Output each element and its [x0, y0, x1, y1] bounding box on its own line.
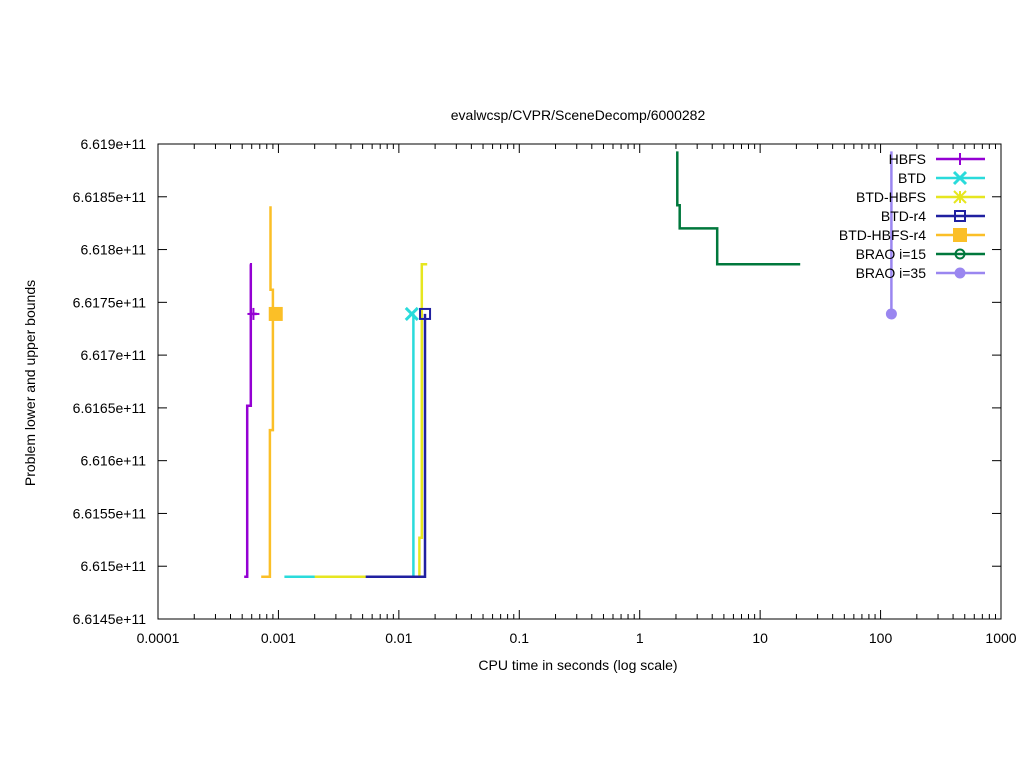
series-marker — [885, 308, 897, 320]
series-marker — [268, 306, 283, 321]
series-layer — [244, 151, 897, 579]
series-marker — [247, 307, 260, 320]
legend-marker — [954, 153, 966, 165]
x-axis: 0.0001 0.001 0.01 0.1 1 10 100 1000 — [137, 144, 1017, 646]
legend-label: BRAO i=15 — [856, 246, 927, 262]
series-line — [244, 263, 253, 579]
x-tick-label: 100 — [869, 630, 893, 646]
y-tick-label: 6.616e+11 — [80, 453, 146, 469]
y-tick-label: 6.6145e+11 — [73, 611, 147, 627]
x-tick-label: 0.01 — [385, 630, 412, 646]
legend-marker — [954, 267, 966, 279]
y-axis: 6.6145e+11 6.615e+11 6.6155e+11 6.616e+11 6.… — [73, 136, 1001, 627]
series-marker — [404, 306, 419, 322]
legend-label: BTD-r4 — [881, 208, 926, 224]
x-tick-label: 0.0001 — [137, 630, 180, 646]
y-axis-label: Problem lower and upper bounds — [22, 280, 38, 486]
x-tick-label: 0.001 — [261, 630, 296, 646]
series-brao-i-15 — [676, 151, 801, 266]
legend-marker — [954, 248, 966, 260]
legend-label: HBFS — [889, 151, 926, 167]
legend-marker — [953, 190, 967, 204]
y-tick-label: 6.6165e+11 — [73, 400, 147, 416]
series-line — [365, 313, 427, 579]
x-tick-label: 0.1 — [510, 630, 530, 646]
x-tick-label: 1 — [636, 630, 644, 646]
series-marker — [419, 307, 432, 320]
series-brao-i-35 — [885, 151, 897, 320]
series-hbfs — [244, 263, 260, 579]
plot-frame — [157, 143, 1002, 620]
y-tick-label: 6.619e+11 — [80, 136, 146, 152]
series-btd-hbfs-r4 — [261, 206, 283, 579]
series-line — [284, 313, 415, 579]
series-btd-r4 — [365, 307, 432, 579]
y-tick-label: 6.615e+11 — [80, 558, 146, 574]
x-axis-label: CPU time in seconds (log scale) — [478, 657, 677, 673]
series-line — [261, 206, 275, 579]
legend-marker — [953, 228, 967, 242]
y-tick-label: 6.6185e+11 — [73, 189, 147, 205]
legend-marker — [954, 210, 966, 222]
chart-title: evalwcsp/CVPR/SceneDecomp/6000282 — [451, 107, 706, 123]
series-btd — [284, 306, 419, 579]
y-tick-label: 6.6155e+11 — [73, 505, 147, 521]
legend-label: BTD-HBFS-r4 — [839, 227, 926, 243]
y-tick-label: 6.617e+11 — [80, 347, 146, 363]
legend-marker — [952, 170, 968, 186]
y-tick-label: 6.618e+11 — [80, 242, 146, 258]
y-tick-label: 6.6175e+11 — [73, 294, 147, 310]
legend-label: BRAO i=35 — [856, 265, 927, 281]
legend-label: BTD — [898, 170, 926, 186]
legend: HBFS BTD BTD-HBFS BTD-r4 BTD-HBFS-r4 BRAO i=1… — [839, 151, 985, 281]
legend-label: BTD-HBFS — [856, 189, 926, 205]
series-line — [676, 151, 801, 266]
x-tick-label: 1000 — [985, 630, 1016, 646]
x-tick-label: 10 — [752, 630, 768, 646]
